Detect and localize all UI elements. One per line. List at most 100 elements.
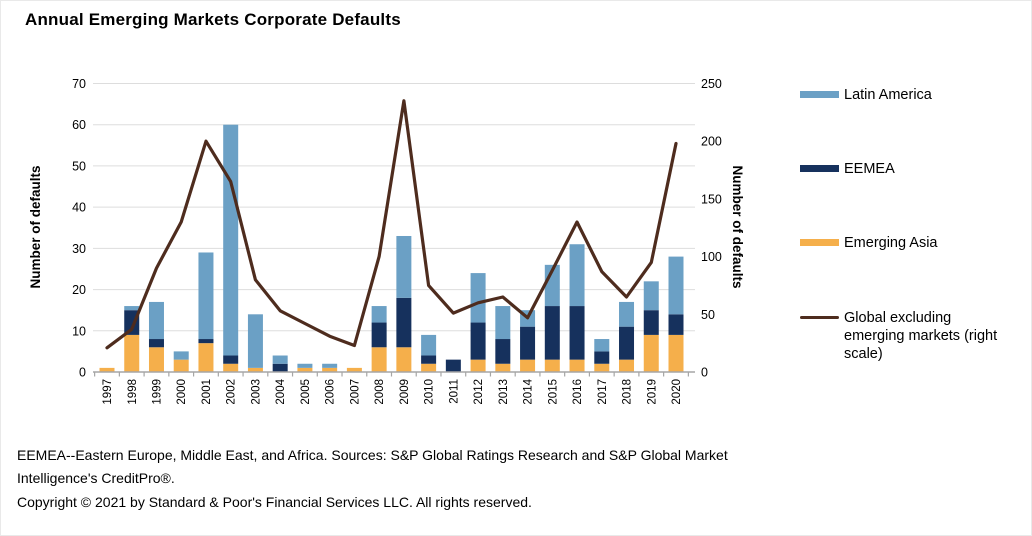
legend-item-eemea: EEMEA [800, 160, 895, 178]
bar-segment [643, 281, 659, 311]
x-axis-year-label: 2003 [250, 379, 262, 405]
right-axis-tick-label: 250 [701, 77, 722, 91]
bar-segment [322, 367, 338, 372]
emerging-asia-swatch [800, 239, 839, 246]
x-axis-year-label: 2020 [671, 379, 683, 405]
bar-segment [223, 363, 239, 372]
bar-segment [544, 306, 560, 360]
bar-segment [223, 124, 239, 356]
bar-segment [396, 347, 412, 372]
left-axis-tick-label: 60 [72, 118, 86, 132]
x-axis-year-label: 1998 [127, 379, 139, 405]
x-axis-year-label: 2016 [572, 379, 584, 405]
bar-segment [421, 355, 437, 364]
bar-segment [272, 363, 288, 372]
bar-segment [619, 359, 635, 372]
bar-segment [198, 339, 214, 344]
bar-segment [396, 235, 412, 298]
bar-segment [99, 367, 115, 372]
bar-segment [569, 359, 585, 372]
left-axis-tick-label: 10 [72, 324, 86, 338]
right-axis-title: Number of defaults [730, 165, 745, 289]
bar-segment [198, 343, 214, 372]
bar-segment [594, 351, 610, 364]
legend-item-emerging-asia: Emerging Asia [800, 234, 938, 252]
bar-segment [445, 359, 461, 372]
x-axis-year-label: 2019 [646, 379, 658, 405]
left-axis-tick-label: 70 [72, 77, 86, 91]
chart-plot-area: 0 10 20 30 40 50 60 70 0 50 100 150 200 250 1997 1998 19… [72, 77, 722, 405]
legend-item-global-line: Global excluding emerging markets (right… [800, 309, 1012, 363]
bar-segment [643, 310, 659, 335]
bar-segment [668, 314, 684, 335]
bar-segment [544, 359, 560, 372]
bar-segment [569, 244, 585, 307]
global-defaults-line [105, 99, 678, 350]
bar-segment [594, 363, 610, 372]
x-axis-year-label: 1999 [152, 379, 164, 405]
legend-item-latin-america: Latin America [800, 86, 932, 104]
bar-segment [297, 367, 313, 372]
x-axis-year-label: 2007 [349, 379, 361, 405]
legend-label: Global excluding emerging markets (right… [844, 310, 998, 362]
bar-segment [297, 363, 313, 368]
bar-segment [124, 306, 140, 311]
bar-segment [148, 347, 164, 372]
bar-segment [322, 363, 338, 368]
right-axis-tick-label: 200 [701, 135, 722, 149]
bar-segment [421, 334, 437, 356]
right-axis-tick-label: 100 [701, 250, 722, 264]
bar-segment [371, 306, 387, 323]
chart-footnotes: EEMEA--Eastern Europe, Middle East, and … [17, 444, 797, 514]
bar-segment [668, 334, 684, 372]
bar-segment [148, 339, 164, 348]
bar-segment [594, 339, 610, 352]
legend-label: Latin America [844, 87, 932, 103]
right-axis-tick-label: 0 [701, 366, 708, 380]
x-axis-year-label: 2005 [300, 379, 312, 405]
bar-segment [495, 339, 511, 364]
x-axis-year-label: 2014 [523, 378, 535, 404]
legend-label: Emerging Asia [844, 235, 938, 251]
left-axis-tick-label: 30 [72, 242, 86, 256]
bar-segment [346, 367, 362, 372]
x-axis-year-label: 2000 [176, 379, 188, 405]
bar-segment [173, 359, 189, 372]
bar-segment [371, 322, 387, 348]
x-axis-year-label: 2008 [374, 379, 386, 405]
bar-segment [148, 301, 164, 340]
x-axis-year-label: 2012 [473, 379, 485, 405]
eemea-swatch [800, 165, 839, 172]
x-axis-year-label: 2001 [201, 379, 213, 405]
source-note: EEMEA--Eastern Europe, Middle East, and … [17, 447, 728, 487]
right-axis-tick-label: 50 [701, 308, 715, 322]
left-axis-tick-label: 20 [72, 283, 86, 297]
bar-segment [668, 256, 684, 315]
bar-segment [470, 273, 486, 323]
legend-label: EEMEA [844, 161, 895, 177]
bar-segment [247, 314, 263, 368]
x-axis-year-label: 2011 [448, 379, 460, 404]
bar-segment [470, 359, 486, 372]
bar-segment [495, 363, 511, 372]
x-axis-year-label: 2010 [424, 379, 436, 405]
bar-segment [470, 322, 486, 360]
bar-segment [124, 334, 140, 372]
bar-segment [173, 351, 189, 360]
bar-segment [643, 334, 659, 372]
bar-segment [619, 301, 635, 327]
x-axis-year-label: 2018 [622, 379, 634, 405]
right-axis-tick-label: 150 [701, 192, 722, 206]
bar-segment [495, 306, 511, 340]
bar-segment [371, 347, 387, 372]
x-axis-year-label: 2002 [226, 379, 238, 405]
x-axis-year-label: 2009 [399, 379, 411, 405]
x-axis-year-label: 2013 [498, 379, 510, 405]
x-axis-year-label: 2006 [325, 379, 337, 405]
copyright-note: Copyright © 2021 by Standard & Poor's Fi… [17, 493, 532, 510]
bar-segment [520, 326, 536, 360]
left-axis-tick-label: 0 [79, 366, 86, 380]
bar-segment [396, 297, 412, 348]
bar-segment [619, 326, 635, 360]
